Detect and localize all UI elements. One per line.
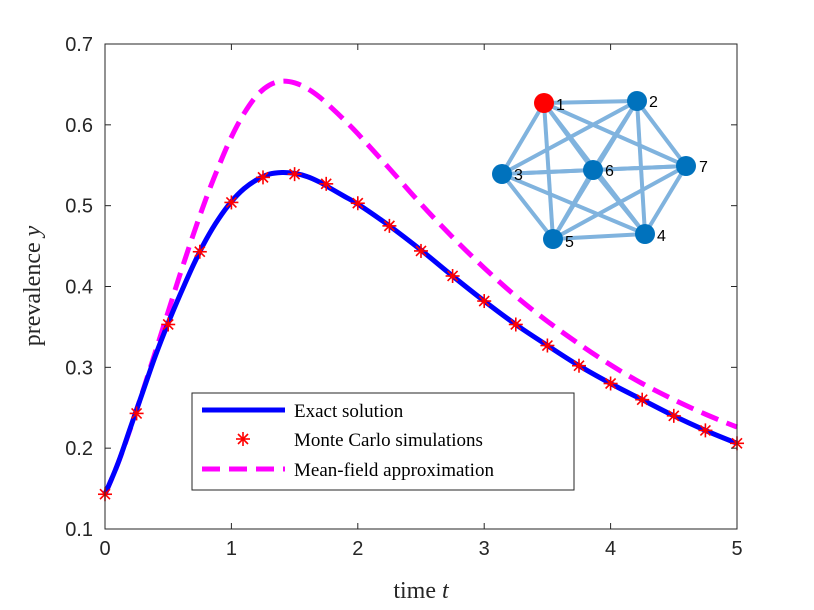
montecarlo-point (445, 268, 460, 283)
y-axis-label-prefix: prevalence (20, 236, 46, 346)
network-edge (552, 164, 687, 241)
network-node-1 (534, 93, 554, 113)
x-tick-label: 0 (99, 538, 110, 560)
network-node-label: 7 (699, 159, 708, 176)
network-node-label: 4 (657, 228, 666, 245)
montecarlo-point (224, 195, 239, 210)
meanfield-line (102, 78, 738, 496)
x-tick-label: 5 (731, 538, 742, 560)
montecarlo-point (129, 406, 144, 421)
network-edge (552, 232, 646, 241)
montecarlo-point (161, 317, 176, 332)
network-edge (500, 101, 546, 176)
y-tick-label: 0.2 (65, 438, 93, 460)
network-edge (500, 172, 555, 241)
legend: Exact solution Monte Carlo simulations M… (191, 392, 575, 491)
x-tick-label: 4 (605, 538, 616, 560)
legend-label-montecarlo: Monte Carlo simulations (294, 430, 483, 451)
montecarlo-point (414, 243, 428, 258)
montecarlo-point (508, 317, 523, 332)
network-edge (501, 99, 638, 176)
montecarlo-point (666, 408, 681, 423)
montecarlo-point (192, 244, 207, 259)
axis-ticks: 0 1 2 3 4 5 0.1 0.2 0.3 0.4 0.5 0.6 0.7 (65, 34, 742, 560)
exact-solution-line (102, 169, 738, 496)
x-axis-label: time t (393, 578, 450, 604)
montecarlo-point (256, 170, 270, 185)
y-tick-label: 0.7 (65, 34, 93, 56)
legend-label-meanfield: Mean-field approximation (294, 460, 494, 481)
x-axis-label-prefix: time (393, 578, 442, 604)
network-node-5 (543, 229, 563, 249)
montecarlo-point (603, 376, 618, 391)
y-axis-label: prevalence y (20, 225, 46, 346)
inset-network: 1 2 3 4 5 6 7 (492, 91, 708, 251)
network-edge (543, 99, 638, 105)
network-node-6 (583, 160, 603, 180)
montecarlo-point (382, 218, 397, 233)
network-edge (635, 99, 688, 168)
network-node-2 (627, 91, 647, 111)
montecarlo-point (572, 358, 586, 373)
network-node-7 (676, 156, 696, 176)
y-tick-label: 0.1 (65, 519, 93, 541)
montecarlo-point (698, 423, 713, 438)
y-tick-label: 0.6 (65, 115, 93, 137)
network-node-label: 3 (514, 167, 523, 184)
montecarlo-point (635, 392, 650, 407)
x-tick-label: 2 (352, 538, 363, 560)
network-node-label: 2 (649, 94, 658, 111)
montecarlo-point (287, 167, 302, 182)
network-node-label: 5 (565, 234, 574, 251)
network-edge (591, 99, 639, 172)
x-tick-label: 1 (226, 538, 237, 560)
montecarlo-point (350, 196, 365, 211)
network-edge (592, 164, 687, 172)
y-tick-label: 0.4 (65, 277, 93, 299)
montecarlo-point (540, 338, 555, 353)
network-node-label: 1 (556, 97, 565, 114)
network-node-label: 6 (605, 163, 614, 180)
network-node-3 (492, 164, 512, 184)
y-tick-label: 0.3 (65, 357, 93, 379)
montecarlo-point (319, 176, 334, 191)
x-tick-label: 3 (479, 538, 490, 560)
legend-label-exact: Exact solution (294, 401, 404, 422)
montecarlo-point (477, 294, 492, 309)
series-layer (98, 78, 744, 502)
network-edge (551, 168, 595, 241)
x-axis-label-var: t (442, 578, 450, 604)
y-tick-label: 0.5 (65, 196, 93, 218)
network-edge (643, 164, 688, 236)
y-axis-label-var: y (20, 225, 46, 238)
network-node-4 (635, 224, 655, 244)
legend-swatch-montecarlo (236, 432, 250, 446)
